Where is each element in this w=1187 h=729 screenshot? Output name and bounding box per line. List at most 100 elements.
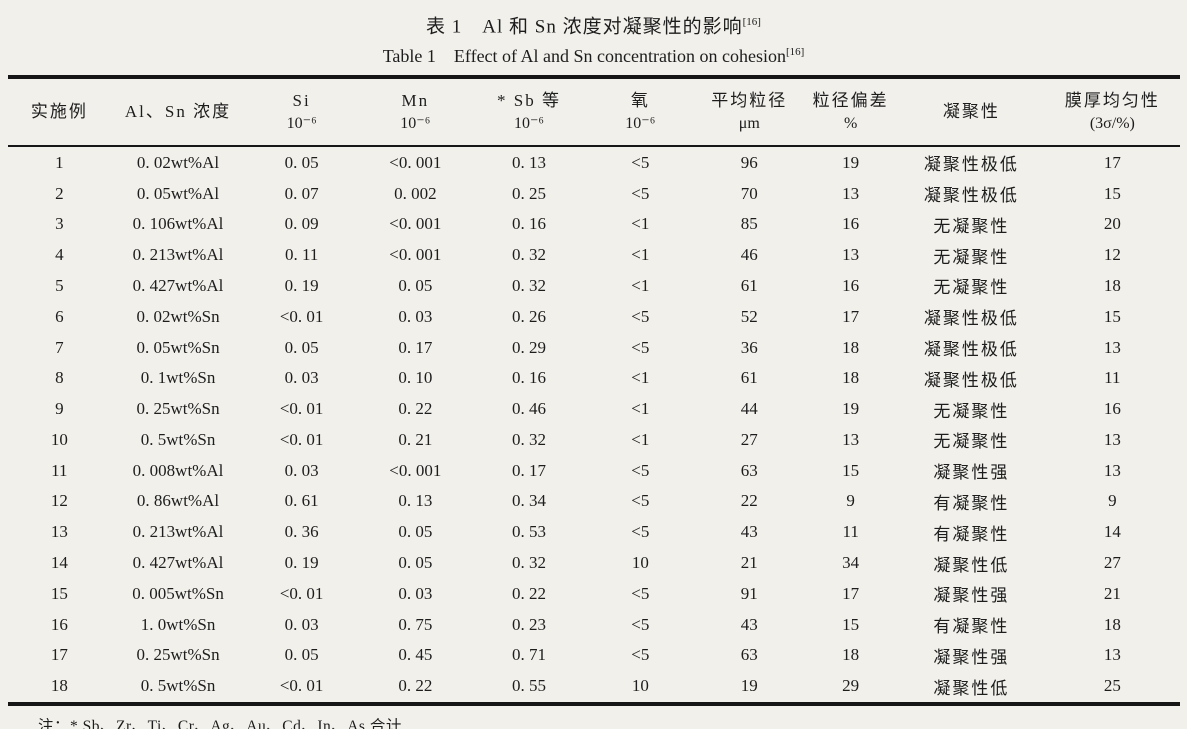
cell-size-dev: 17 xyxy=(842,306,860,326)
cell-avg-size: 96 xyxy=(740,152,758,172)
cell-oxygen: <5 xyxy=(631,337,650,357)
column-header-unit: 10⁻⁶ xyxy=(286,115,317,133)
cell-conc: 0. 213wt%Al xyxy=(132,522,224,542)
table-header: 实施例 Al、Sn 浓度 Si 10⁻⁶ Mn 10⁻⁶ * Sb 等 10⁻⁶ 氧 10⁻⁶ 平均… xyxy=(7,77,1180,148)
cell-oxygen: <5 xyxy=(631,306,650,326)
cell-sb: 0. 17 xyxy=(511,460,546,480)
cell-si: 0. 19 xyxy=(284,275,319,295)
table-title-zh-text: 表 1 Al 和 Sn 浓度对凝聚性的影响 xyxy=(426,16,743,38)
cell-size-dev: 17 xyxy=(842,583,860,603)
cell-size-dev: 13 xyxy=(842,245,860,265)
cell-uniformity: 18 xyxy=(1103,614,1121,634)
column-header-conc: Al、Sn 浓度 xyxy=(111,77,245,148)
cell-mn: 0. 05 xyxy=(398,553,433,573)
cell-example: 13 xyxy=(50,522,68,542)
cell-conc: 0. 1wt%Sn xyxy=(140,368,216,388)
cell-cohesion: 有凝聚性 xyxy=(933,493,1010,513)
column-header-example: 实施例 xyxy=(7,77,112,148)
table-row: 9 0. 25wt%Sn <0. 01 0. 22 0. 46 <1 44 19 无凝聚性 16 xyxy=(8,394,1180,425)
cell-oxygen: <1 xyxy=(631,245,650,265)
table-row: 14 0. 427wt%Al 0. 19 0. 05 0. 32 10 21 34 凝聚性低 27 xyxy=(8,548,1180,579)
cell-example: 1 xyxy=(55,152,64,172)
column-header-label: 氧 xyxy=(630,91,650,111)
cell-mn: 0. 17 xyxy=(398,337,433,357)
cell-oxygen: 10 xyxy=(631,676,649,696)
cell-example: 18 xyxy=(50,676,68,696)
column-header-unit: (3σ/%) xyxy=(1089,115,1135,133)
cell-sb: 0. 34 xyxy=(511,491,546,511)
cell-conc: 0. 5wt%Sn xyxy=(140,429,216,449)
column-header-uniformity: 膜厚均匀性 (3σ/%) xyxy=(1045,77,1180,148)
cell-si: 0. 36 xyxy=(284,522,319,542)
cell-conc: 0. 106wt%Al xyxy=(132,214,224,234)
cell-avg-size: 43 xyxy=(740,614,758,634)
cell-mn: 0. 22 xyxy=(398,676,433,696)
cell-si: <0. 01 xyxy=(279,306,324,326)
column-header-size-dev: 粒径偏差% xyxy=(803,77,898,148)
cell-uniformity: 11 xyxy=(1104,368,1121,388)
cell-sb: 0. 32 xyxy=(511,429,546,449)
cell-mn: 0. 21 xyxy=(398,429,433,449)
column-header-unit: μm xyxy=(738,115,760,133)
table-row: 2 0. 05wt%Al 0. 07 0. 002 0. 25 <5 70 13 凝聚性极低 15 xyxy=(8,178,1180,209)
cell-conc: 0. 427wt%Al xyxy=(132,275,224,295)
cell-size-dev: 29 xyxy=(842,676,860,696)
cell-sb: 0. 32 xyxy=(511,275,546,295)
column-header-si: Si 10⁻⁶ xyxy=(244,77,359,148)
cell-conc: 0. 25wt%Sn xyxy=(136,399,220,419)
cell-uniformity: 27 xyxy=(1103,553,1121,573)
cell-oxygen: 10 xyxy=(631,553,649,573)
cell-cohesion: 凝聚性强 xyxy=(933,647,1010,667)
table-row: 1 0. 02wt%Al 0. 05 <0. 001 0. 13 <5 96 19 凝聚性极低 1… xyxy=(8,146,1180,178)
cell-avg-size: 22 xyxy=(740,491,758,511)
table-row: 3 0. 106wt%Al 0. 09 <0. 001 0. 16 <1 85 16 无凝聚性 2… xyxy=(8,209,1180,240)
column-header-label: 膜厚均匀性 xyxy=(1064,91,1160,111)
cell-uniformity: 13 xyxy=(1103,429,1121,449)
cell-sb: 0. 25 xyxy=(511,183,546,203)
column-header-unit: 10⁻⁶ xyxy=(400,115,431,133)
cell-cohesion: 无凝聚性 xyxy=(933,401,1010,421)
cell-sb: 0. 46 xyxy=(511,399,546,419)
cell-example: 4 xyxy=(55,245,64,265)
cell-sb: 0. 22 xyxy=(511,583,546,603)
cell-oxygen: <5 xyxy=(631,491,650,511)
cell-example: 10 xyxy=(50,429,68,449)
cell-mn: 0. 002 xyxy=(394,183,437,203)
cell-size-dev: 18 xyxy=(842,645,860,665)
cell-mn: 0. 13 xyxy=(398,491,433,511)
cell-size-dev: 11 xyxy=(842,522,859,542)
cell-oxygen: <5 xyxy=(631,460,650,480)
cell-cohesion: 无凝聚性 xyxy=(933,216,1010,236)
cell-si: 0. 61 xyxy=(284,491,319,511)
cell-sb: 0. 32 xyxy=(511,245,546,265)
cell-uniformity: 21 xyxy=(1103,583,1121,603)
citation-ref-zh: [16] xyxy=(742,16,761,28)
cell-avg-size: 61 xyxy=(740,275,758,295)
table-title-zh: 表 1 Al 和 Sn 浓度对凝聚性的影响[16] xyxy=(0,9,1187,40)
cell-cohesion: 凝聚性强 xyxy=(933,586,1010,606)
cell-size-dev: 19 xyxy=(842,152,860,172)
cell-avg-size: 52 xyxy=(740,306,758,326)
data-table: 实施例 Al、Sn 浓度 Si 10⁻⁶ Mn 10⁻⁶ * Sb 等 10⁻⁶ 氧 10⁻⁶ 平均… xyxy=(7,75,1180,706)
cell-conc: 0. 427wt%Al xyxy=(132,553,224,573)
cell-example: 11 xyxy=(51,460,68,480)
cell-si: 0. 05 xyxy=(284,645,319,665)
cell-si: <0. 01 xyxy=(279,583,324,603)
cell-oxygen: <5 xyxy=(631,583,650,603)
cell-cohesion: 有凝聚性 xyxy=(933,617,1010,637)
cell-avg-size: 36 xyxy=(740,337,758,357)
cell-conc: 0. 25wt%Sn xyxy=(136,645,220,665)
table-caption: 表 1 Al 和 Sn 浓度对凝聚性的影响[16] Table 1 Effect… xyxy=(0,0,1187,69)
cell-si: <0. 01 xyxy=(279,399,324,419)
table-body: 1 0. 02wt%Al 0. 05 <0. 001 0. 13 <5 96 19 凝聚性极低 1… xyxy=(8,146,1180,703)
cell-conc: 0. 5wt%Sn xyxy=(140,676,216,696)
cell-conc: 1. 0wt%Sn xyxy=(140,614,216,634)
cell-conc: 0. 02wt%Sn xyxy=(136,306,220,326)
cell-size-dev: 15 xyxy=(842,614,860,634)
cell-example: 6 xyxy=(55,306,64,326)
cell-sb: 0. 53 xyxy=(511,522,546,542)
cell-sb: 0. 29 xyxy=(511,337,546,357)
cell-uniformity: 13 xyxy=(1103,645,1121,665)
cell-example: 2 xyxy=(55,183,64,203)
column-header-unit: 10⁻⁶ xyxy=(513,115,544,133)
